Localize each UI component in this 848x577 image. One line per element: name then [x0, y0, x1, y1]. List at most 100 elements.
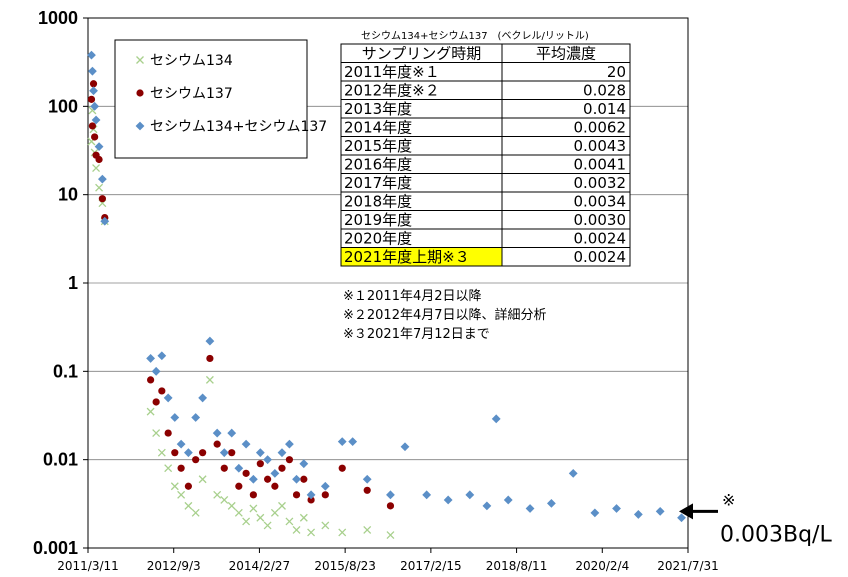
data-point [220, 464, 228, 472]
data-point [264, 475, 272, 483]
legend-marker [136, 56, 144, 64]
data-point [590, 508, 600, 518]
annotation-text: 0.003Bq/L [720, 522, 832, 547]
data-point [306, 490, 316, 500]
table-value: 0.028 [583, 82, 626, 100]
data-point [235, 482, 243, 490]
data-point [362, 474, 372, 484]
data-points [87, 50, 686, 540]
y-tick-label: 0.01 [43, 450, 78, 470]
data-point [278, 501, 286, 510]
data-point [299, 459, 309, 469]
legend: セシウム134 セシウム137 セシウム134+セシウム137 [114, 39, 327, 159]
x-tick-label: 2012/9/3 [147, 559, 201, 573]
data-point [100, 216, 110, 226]
data-point [146, 354, 156, 363]
data-point [191, 508, 200, 517]
data-point [234, 508, 243, 517]
table-period: 2020年度 [344, 230, 412, 248]
y-tick-label: 10 [58, 185, 78, 205]
data-point [177, 490, 186, 499]
data-point [338, 528, 347, 537]
data-point [163, 393, 173, 403]
data-point [177, 464, 185, 472]
table-period: 2017年度 [344, 174, 412, 192]
table-period: 2021年度上期※３ [344, 248, 470, 266]
y-axis-ticks: 1000 100 10 1 0.1 0.01 0.001 [33, 8, 88, 558]
table-period: 2013年度 [344, 100, 412, 118]
data-point [198, 475, 207, 484]
table-caption: セシウム134+セシウム137 (ベクレル/リットル) [361, 30, 589, 42]
data-point [292, 474, 301, 484]
data-point [220, 495, 229, 504]
data-point [171, 449, 179, 457]
note-line: ※１2011年4月2日以降 [343, 289, 482, 304]
data-point [192, 456, 200, 464]
data-point [277, 448, 287, 458]
x-tick-label: 2018/8/11 [486, 559, 548, 573]
note-line: ※３2021年7月12日まで [343, 327, 490, 342]
data-point [228, 449, 236, 457]
data-point [205, 375, 214, 384]
data-point [88, 66, 97, 76]
data-point [227, 501, 236, 510]
data-point [87, 50, 96, 60]
table-notes: ※１2011年4月2日以降 ※２2012年4月7日以降、詳細分析 ※３2021年7月… [343, 289, 547, 342]
data-point [285, 517, 294, 526]
table-period: 2015年度 [344, 137, 412, 155]
plot-area-frame [87, 17, 689, 549]
data-point [363, 486, 371, 494]
table-row: 2019年度 0.0030 [340, 210, 631, 230]
legend-label: セシウム134 [150, 53, 233, 69]
table-value: 0.0024 [574, 230, 627, 248]
table-value: 平均濃度 [536, 45, 596, 63]
data-point [255, 448, 265, 458]
data-point [338, 464, 346, 472]
data-point [270, 468, 280, 478]
table-period: 2014年度 [344, 119, 412, 137]
data-point [147, 376, 155, 384]
data-point [263, 455, 273, 465]
data-point [183, 448, 193, 458]
table-period: サンプリング時期 [362, 45, 482, 63]
legend-marker [135, 121, 145, 131]
table-value: 0.0030 [574, 211, 627, 229]
table-row: 2013年度 0.014 [340, 99, 631, 119]
table-value: 0.0034 [574, 193, 627, 211]
x-tick-label: 2015/8/23 [314, 559, 376, 573]
data-point [242, 517, 251, 526]
data-point [151, 366, 161, 376]
data-point [91, 133, 99, 141]
data-point [97, 174, 107, 184]
data-point [205, 336, 215, 346]
data-point [320, 481, 330, 491]
legend-label: セシウム137 [150, 86, 233, 102]
table-row: 2011年度※１ 20 [340, 62, 631, 82]
data-point [164, 464, 173, 473]
table-header: サンプリング時期 平均濃度 [340, 43, 631, 63]
data-point [213, 440, 221, 448]
data-point [157, 448, 166, 457]
data-point [278, 464, 286, 472]
series-2 [87, 50, 686, 523]
series-1 [87, 80, 395, 510]
x-tick-label: 2014/2/27 [229, 559, 291, 573]
table-value: 0.0024 [574, 248, 627, 266]
data-point [198, 393, 208, 403]
data-point [249, 504, 258, 513]
table-row: 2015年度 0.0043 [340, 136, 631, 156]
table-row: 2018年度 0.0034 [340, 191, 631, 211]
data-point [91, 115, 101, 125]
data-point [90, 101, 100, 111]
data-point [87, 95, 96, 103]
data-point [241, 439, 251, 449]
data-point [307, 528, 316, 537]
data-point [170, 413, 180, 422]
data-point [271, 482, 279, 490]
data-point [285, 439, 294, 449]
data-point [503, 495, 513, 505]
data-point [348, 437, 358, 447]
annotation-arrow-head [679, 503, 693, 520]
table-row: 2021年度上期※３ 0.0024 [340, 247, 631, 267]
